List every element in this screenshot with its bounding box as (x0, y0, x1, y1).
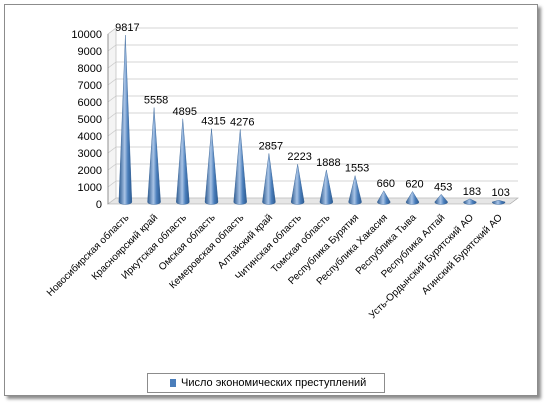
gridline (107, 95, 518, 103)
data-label: 183 (463, 186, 481, 198)
chart-walls (107, 27, 519, 205)
data-label: 4895 (173, 106, 197, 118)
gridline (107, 78, 518, 86)
bar (262, 153, 276, 205)
gridline (107, 180, 518, 188)
y-tick-label: 8000 (78, 63, 102, 75)
data-label: 2857 (259, 140, 283, 152)
data-label: 4276 (230, 116, 254, 128)
data-label: 1888 (316, 157, 340, 169)
bar (233, 129, 247, 205)
bar (491, 200, 506, 205)
bar (405, 191, 420, 205)
y-tick-label: 2000 (78, 165, 102, 177)
data-label: 1553 (345, 163, 369, 175)
gridline (107, 27, 518, 35)
data-label: 453 (434, 181, 452, 193)
gridline (107, 129, 518, 137)
data-label: 2223 (287, 151, 311, 163)
data-label: 4315 (201, 116, 225, 128)
bar (319, 169, 334, 205)
bar (147, 107, 161, 205)
data-label: 620 (405, 178, 423, 190)
bar (377, 190, 391, 205)
y-tick-label: 7000 (78, 80, 102, 92)
legend: Число экономических преступлений (147, 373, 385, 393)
y-tick-label: 5000 (78, 114, 102, 126)
data-labels: 9817 5558 4895 4315 4276 2857 2223 1888 1553 660 6… (115, 22, 510, 199)
y-tick-label: 4000 (78, 131, 102, 143)
y-tick-label: 0 (96, 199, 102, 211)
chart-svg: 0 1000 2000 3000 4000 5000 6000 7000 8000 9000 100… (44, 22, 519, 321)
bar (348, 175, 362, 205)
gridline (107, 163, 518, 171)
bar (290, 164, 305, 205)
data-label: 9817 (115, 22, 139, 34)
chart-frame: 0 1000 2000 3000 4000 5000 6000 7000 8000 9000 100… (4, 4, 538, 396)
category-label: Усть-Ордынский Бурятский АО (367, 212, 476, 321)
bar (204, 128, 219, 205)
y-tick-label: 3000 (78, 148, 102, 160)
bar (434, 193, 448, 205)
floor (107, 197, 519, 205)
data-label: 660 (377, 178, 395, 190)
legend-swatch (170, 379, 176, 387)
bars (118, 35, 506, 205)
gridline (107, 44, 518, 52)
y-tick-label: 6000 (78, 97, 102, 109)
gridline (107, 146, 518, 154)
y-axis-ticks: 0 1000 2000 3000 4000 5000 6000 7000 8000 9000 100… (71, 29, 102, 211)
bar (118, 35, 133, 205)
data-label: 103 (491, 187, 509, 199)
gridline (107, 112, 518, 120)
legend-label: Число экономических преступлений (181, 377, 367, 389)
gridlines (107, 27, 518, 205)
bar (176, 118, 190, 205)
bar (463, 198, 477, 205)
y-tick-label: 10000 (71, 29, 102, 41)
y-tick-label: 9000 (78, 46, 102, 58)
y-tick-label: 1000 (78, 182, 102, 194)
gridline (107, 61, 518, 69)
data-label: 5558 (144, 95, 168, 107)
